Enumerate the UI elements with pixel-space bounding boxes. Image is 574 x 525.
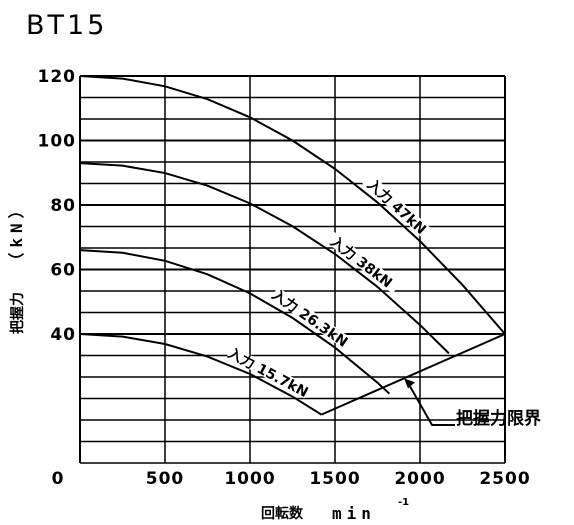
series-label: 入力 26.3kN: [269, 286, 351, 351]
x-axis-unit: min: [332, 504, 376, 523]
limit-callout-line: [409, 385, 455, 426]
series-label-bg: [360, 171, 435, 241]
series-label-group: 入力 15.7kN: [225, 345, 311, 402]
grid-vertical: [79, 76, 506, 463]
series-label: 入力 38kN: [327, 233, 395, 291]
series-label-group: 入力 26.3kN: [269, 286, 351, 351]
y-tick-label: 100: [38, 132, 77, 152]
series-label: 入力 15.7kN: [225, 345, 311, 402]
chart-title: BT15: [26, 10, 107, 41]
limit-line: [320, 333, 506, 416]
y-tick-label: 120: [38, 67, 77, 87]
series-label-bg: [270, 287, 351, 349]
limit-line-group: 把握力限界: [320, 333, 541, 429]
series-line: [79, 75, 506, 335]
x-tick-label: 500: [146, 469, 185, 489]
y-axis-unit: （kN）: [7, 197, 26, 268]
y-tick-label: 60: [50, 261, 76, 281]
x-tick-label: 2000: [394, 469, 445, 489]
limit-line-label: 把握力限界: [456, 408, 541, 429]
y-tick-label: 40: [50, 325, 76, 345]
y-tick-label: 80: [50, 196, 76, 216]
grid-horizontal: [80, 75, 505, 464]
x-tick-label: 1000: [224, 469, 275, 489]
x-tick-label: 0: [52, 469, 65, 489]
x-axis-label: 回転数 min -1: [261, 497, 409, 523]
x-axis-unit-exponent: -1: [398, 497, 409, 508]
series-line: [79, 162, 450, 355]
x-axis-label-text: 回転数: [261, 505, 304, 522]
series-label-bg: [323, 229, 401, 294]
series-line: [79, 333, 322, 416]
series-label-group: 入力 47kN: [360, 171, 435, 241]
x-tick-label: 1500: [309, 469, 360, 489]
y-axis-label-text: 把握力: [9, 292, 26, 334]
series-label-group: 入力 38kN: [323, 229, 401, 294]
series-label-bg: [226, 345, 311, 399]
x-tick-labels: 0 500 1000 1500 2000 2500: [52, 469, 530, 489]
y-axis-label: 把握力 （kN）: [7, 197, 26, 334]
y-tick-labels: 40 60 80 100 120: [38, 67, 77, 345]
x-tick-label: 2500: [479, 469, 530, 489]
series-line: [79, 249, 391, 395]
limit-callout-arrow: [404, 378, 416, 389]
